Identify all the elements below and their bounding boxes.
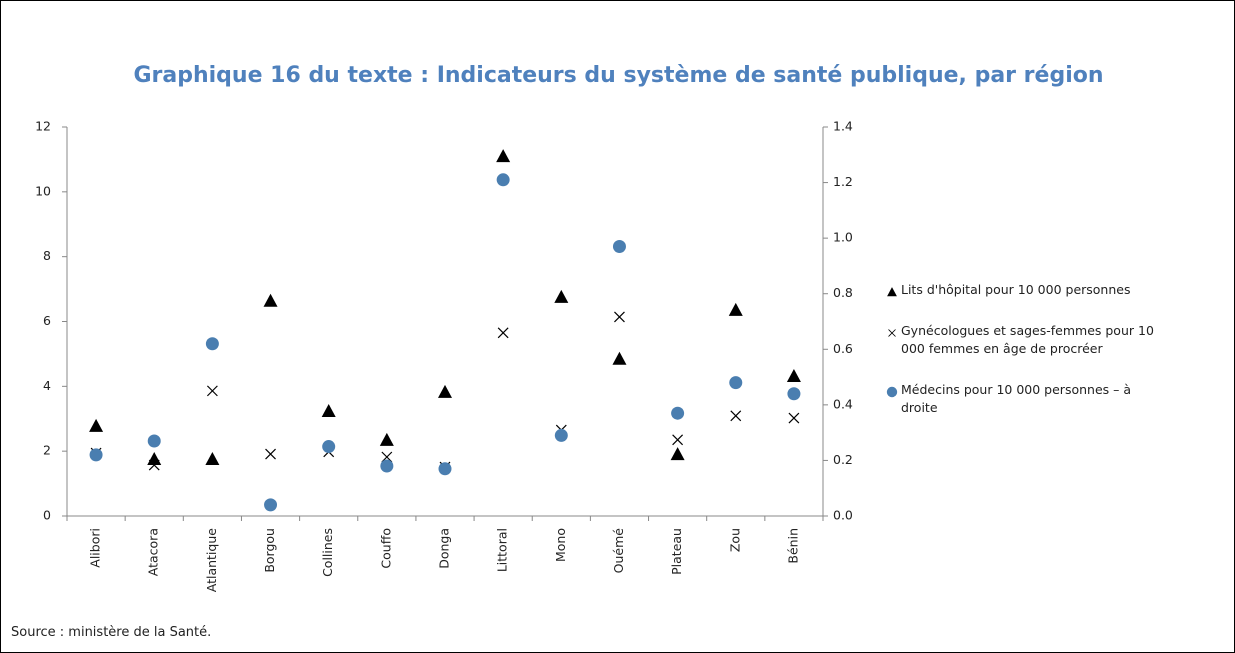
triangle-marker	[554, 289, 569, 303]
circle-marker	[147, 434, 161, 448]
circle-marker	[612, 239, 626, 253]
y-tick-label: 4	[43, 378, 51, 393]
y-tick-label: 10	[35, 183, 51, 198]
circle-marker	[554, 428, 568, 442]
triangle-marker	[786, 368, 801, 382]
circle-marker	[380, 459, 394, 473]
cross-marker	[265, 448, 276, 460]
cross-marker	[788, 412, 800, 424]
triangle-marker	[147, 451, 162, 465]
legend-label: Gynécologues et sages-femmes pour 10 000…	[901, 323, 1154, 356]
cross-stroke	[888, 329, 896, 337]
circle-marker	[322, 440, 336, 454]
x-tick-label: Ouémé	[611, 528, 626, 574]
legend-marker	[888, 329, 896, 337]
legend-item: Médecins pour 10 000 personnes – à droit…	[885, 381, 1155, 417]
legend-item: Gynécologues et sages-femmes pour 10 000…	[885, 322, 1155, 358]
circle-marker	[438, 462, 452, 476]
legend-swatch	[888, 329, 896, 337]
cross-marker	[206, 385, 218, 397]
cross-stroke	[788, 412, 800, 424]
cross-marker	[148, 459, 160, 471]
cross-marker	[730, 410, 742, 422]
cross-stroke	[672, 434, 684, 446]
cross-stroke	[381, 451, 393, 463]
triangle-marker	[612, 351, 627, 365]
cross-marker	[672, 434, 684, 446]
cross-marker	[497, 327, 509, 339]
triangle-marker	[438, 384, 452, 398]
y2-tick-label: 1.0	[833, 230, 853, 245]
cross-marker	[888, 329, 896, 337]
circle-marker	[264, 498, 278, 512]
circle-marker	[886, 386, 898, 398]
legend-marker	[886, 386, 898, 398]
y2-tick-label: 0.0	[833, 508, 853, 523]
x-tick-label: Littoral	[495, 528, 510, 572]
triangle-marker	[205, 451, 220, 465]
x-tick-label: Mono	[553, 528, 568, 562]
x-tick-label: Zou	[727, 528, 742, 552]
x-tick-label: Alibori	[88, 528, 103, 568]
y2-tick-label: 0.4	[833, 396, 853, 411]
cross-stroke	[497, 327, 509, 339]
y2-tick-label: 0.2	[833, 452, 853, 467]
y-tick-label: 12	[35, 119, 51, 134]
triangle-marker	[379, 432, 394, 446]
triangle-marker	[887, 287, 897, 297]
cross-marker	[381, 451, 393, 463]
cross-stroke	[614, 311, 625, 323]
legend-label: Médecins pour 10 000 personnes – à droit…	[901, 382, 1132, 415]
triangle-marker	[263, 293, 278, 307]
cross-stroke	[265, 448, 276, 460]
triangle-marker	[496, 149, 511, 163]
y2-tick-label: 1.2	[833, 174, 853, 189]
cross-stroke	[730, 410, 742, 422]
x-tick-label: Atacora	[146, 528, 161, 576]
x-tick-label: Atlantique	[204, 528, 219, 593]
x-tick-label: Plateau	[669, 528, 684, 575]
cross-stroke	[148, 459, 160, 471]
cross-stroke	[206, 385, 218, 397]
y2-tick-label: 1.4	[833, 119, 853, 134]
y-tick-label: 2	[43, 443, 51, 458]
circle-marker	[496, 173, 510, 187]
legend: Lits d'hôpital pour 10 000 personnes Gyné…	[885, 281, 1155, 440]
chart-title: Graphique 16 du texte : Indicateurs du s…	[133, 63, 1104, 88]
x-tick-label: Couffo	[378, 528, 393, 569]
circle-marker	[671, 406, 685, 420]
legend-swatch	[886, 386, 898, 398]
y-tick-label: 0	[43, 508, 51, 523]
y2-tick-label: 0.8	[833, 285, 853, 300]
triangle-marker	[89, 418, 104, 432]
triangle-marker	[728, 302, 743, 316]
triangle-marker	[321, 403, 336, 417]
x-tick-label: Collines	[320, 528, 335, 577]
cross-marker	[614, 311, 625, 323]
circle-marker	[89, 448, 103, 462]
y-tick-label: 6	[43, 313, 51, 328]
x-tick-label: Borgou	[262, 528, 277, 573]
circle-marker	[205, 337, 219, 351]
source-note: Source : ministère de la Santé.	[11, 625, 212, 640]
circle-marker	[729, 376, 743, 390]
legend-swatch	[887, 287, 897, 297]
triangle-marker	[670, 447, 685, 461]
y2-tick-label: 0.6	[833, 341, 853, 356]
legend-item: Lits d'hôpital pour 10 000 personnes	[885, 281, 1155, 299]
x-tick-label: Donga	[437, 528, 452, 569]
legend-marker	[887, 287, 897, 297]
y-tick-label: 8	[43, 248, 51, 263]
x-tick-label: Bénin	[785, 528, 800, 564]
legend-label: Lits d'hôpital pour 10 000 personnes	[901, 282, 1131, 297]
circle-marker	[787, 387, 801, 401]
